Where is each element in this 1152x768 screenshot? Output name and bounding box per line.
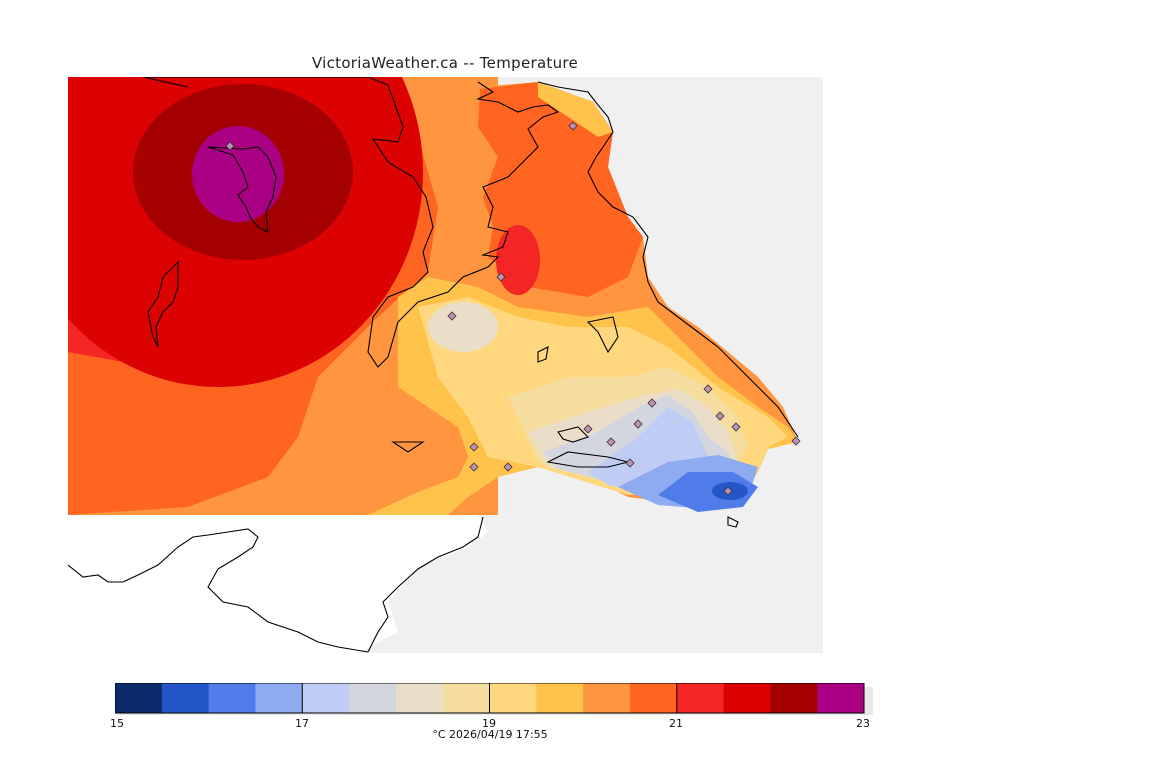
diamond-icon (225, 141, 235, 151)
colorbar-swatch (161, 683, 210, 713)
diamond-icon (469, 462, 479, 472)
temperature-map (68, 77, 823, 653)
diamond-icon (647, 398, 657, 408)
diamond-icon (633, 419, 643, 429)
colorbar-swatch (255, 683, 303, 713)
diamond-icon (583, 424, 593, 434)
colorbar-swatch (629, 683, 678, 713)
diamond-icon (715, 411, 725, 421)
colorbar-swatch (536, 683, 584, 713)
colorbar-swatch (817, 683, 865, 713)
colorbar-swatch (302, 683, 350, 713)
colorbar-swatch (349, 683, 397, 713)
colorbar-swatches (115, 683, 865, 713)
diamond-icon (625, 458, 635, 468)
temperature-colorbar (115, 683, 873, 715)
colorbar-dividers (301, 683, 678, 713)
colorbar-tick-label: 17 (295, 717, 309, 730)
diamond-icon (723, 486, 733, 496)
diamond-icon (703, 384, 713, 394)
colorbar-swatch (489, 683, 537, 713)
diamond-icon (731, 422, 741, 432)
colorbar-swatch (583, 683, 631, 713)
colorbar-swatch (442, 683, 490, 713)
map-title: VictoriaWeather.ca -- Temperature (311, 54, 579, 72)
colorbar-tick-label: 19 (482, 717, 496, 730)
units-timestamp: °C 2026/04/19 17:55 (432, 728, 548, 741)
colorbar-tick-label: 15 (110, 717, 124, 730)
diamond-icon (469, 442, 479, 452)
diamond-icon (791, 436, 801, 446)
diamond-icon (568, 121, 578, 131)
diamond-icon (447, 311, 457, 321)
colorbar-tick-label: 23 (856, 717, 870, 730)
station-markers (225, 121, 801, 496)
colorbar-swatch (115, 683, 163, 713)
colorbar-swatch (770, 683, 818, 713)
diamond-icon (606, 437, 616, 447)
diamond-icon (496, 272, 506, 282)
colorbar-swatch (208, 683, 256, 713)
temperature-field-east (368, 82, 798, 517)
colorbar-swatch (723, 683, 771, 713)
colorbar-swatch (395, 683, 444, 713)
colorbar-swatch (676, 683, 725, 713)
colorbar-tick-label: 21 (669, 717, 683, 730)
diamond-icon (503, 462, 513, 472)
